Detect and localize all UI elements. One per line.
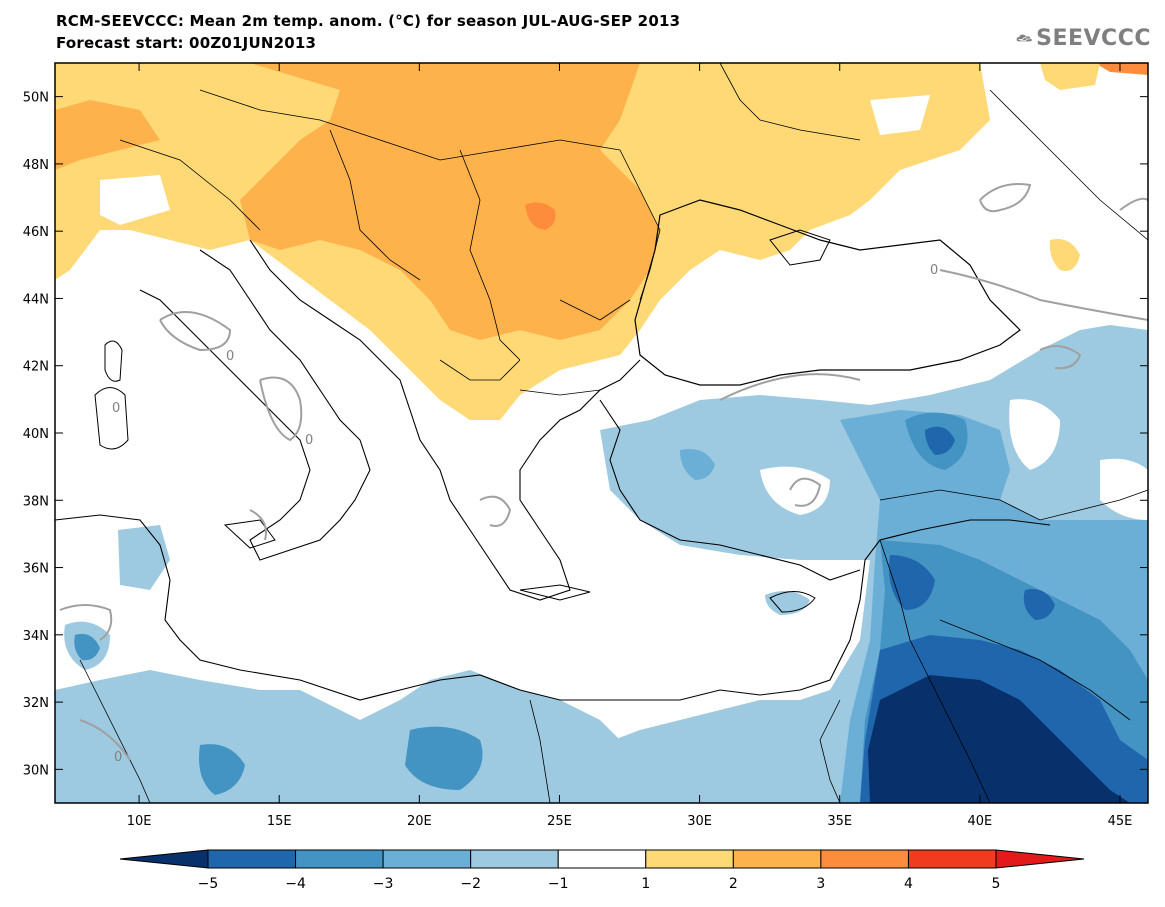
colorbar-label: 5	[992, 876, 1001, 892]
warm-area-3	[55, 100, 160, 170]
cold-area-12	[199, 744, 245, 795]
cold-area-16	[118, 525, 170, 590]
x-tick-label: 35E	[827, 814, 852, 829]
neutral-area-4	[870, 95, 930, 135]
colorbar-label: −1	[548, 876, 569, 892]
x-axis: 10E 15E 20E 25E 30E 35E 40E 45E	[127, 63, 1133, 829]
x-tick-label: 25E	[547, 814, 572, 829]
anatolia-coastline	[599, 399, 861, 581]
cold-area-8	[925, 426, 955, 455]
colorbar-label: 3	[816, 876, 825, 892]
colorbar-box	[820, 849, 909, 869]
anomaly-field	[55, 63, 1148, 803]
neutral-area-1	[1009, 399, 1060, 470]
neutral-area-5	[100, 175, 170, 225]
cold-area-17	[765, 591, 810, 615]
colorbar-label: 2	[729, 876, 738, 892]
y-tick-label: 36N	[23, 562, 49, 577]
black-sea-outline	[634, 199, 1021, 386]
x-tick-label: 10E	[127, 814, 152, 829]
y-tick-label: 48N	[23, 158, 49, 173]
corsica-outline	[104, 340, 123, 382]
colorbar-label: −5	[198, 876, 219, 892]
crete-outline	[519, 584, 591, 601]
x-tick-label: 40E	[967, 814, 992, 829]
colorbar-box	[732, 849, 822, 869]
y-tick-label: 42N	[23, 360, 49, 375]
seevccc-logo: SEEVCCC	[1016, 18, 1151, 58]
cyprus-outline	[769, 591, 816, 613]
warm-area-6	[1049, 239, 1080, 271]
logo-text: SEEVCCC	[1036, 25, 1151, 51]
cold-area-9	[1023, 589, 1055, 620]
colorbar-label: −4	[285, 876, 306, 892]
colorbar-label: −2	[460, 876, 481, 892]
cloud-icon	[1016, 34, 1032, 42]
zero-contours	[59, 183, 1149, 761]
x-tick-label: 45E	[1108, 814, 1133, 829]
cold-area-6	[868, 675, 1130, 803]
cold-area-11	[405, 726, 483, 790]
warm-area-2	[240, 63, 660, 340]
y-tick-label: 34N	[23, 629, 49, 644]
warm-area-4	[525, 202, 556, 230]
colorbar-over-triangle	[995, 849, 1085, 869]
colorbar: −5 −4 −3 −2 −1 1 2 3 4 5	[119, 849, 1085, 892]
colorbar-label: 4	[904, 876, 913, 892]
mediterranean-coastline	[54, 514, 1051, 701]
crimea-outline	[769, 229, 831, 266]
forecast-start-label: Forecast start: 00Z01JUN2013	[56, 34, 317, 52]
balkan-coastline	[249, 239, 641, 601]
colorbar-box	[907, 849, 997, 869]
x-tick-label: 20E	[407, 814, 432, 829]
colorbar-box	[382, 849, 472, 869]
contour-label: 0	[114, 750, 122, 765]
contour-label: 0	[226, 349, 234, 364]
y-tick-label: 40N	[23, 427, 49, 442]
y-tick-label: 30N	[23, 763, 49, 778]
zero-contour-labels: 0 0 0 0 0	[112, 263, 938, 765]
y-axis: 50N 48N 46N 44N 42N 40N 38N 36N 34N 32N 30N	[23, 91, 1148, 778]
italy-coastline	[139, 249, 371, 561]
warm-area-5	[1095, 63, 1148, 75]
contour-label: 0	[305, 433, 313, 448]
colorbar-box	[557, 849, 647, 869]
contour-label: 0	[930, 263, 938, 278]
neutral-area-3	[760, 466, 830, 515]
cold-area-13	[680, 449, 715, 480]
x-tick-label: 15E	[267, 814, 292, 829]
warm-area-7	[1040, 63, 1100, 90]
map-title: RCM-SEEVCCC: Mean 2m temp. anom. (°C) fo…	[56, 12, 681, 30]
y-tick-label: 38N	[23, 494, 49, 509]
sicily-outline	[223, 519, 276, 549]
y-tick-label: 50N	[23, 91, 49, 106]
neutral-area-2	[1100, 458, 1148, 520]
y-tick-label: 44N	[23, 292, 49, 307]
colorbar-under-triangle	[119, 849, 209, 869]
y-tick-label: 46N	[23, 225, 49, 240]
cold-area-10	[889, 555, 935, 610]
colorbar-box	[207, 849, 297, 869]
country-borders	[79, 62, 1149, 804]
colorbar-box	[295, 849, 384, 869]
colorbar-box	[645, 849, 734, 869]
x-tick-label: 30E	[687, 814, 712, 829]
colorbar-box	[470, 849, 559, 869]
cold-area-15	[74, 633, 100, 661]
y-tick-label: 32N	[23, 696, 49, 711]
colorbar-label: −3	[373, 876, 394, 892]
sardinia-outline	[94, 387, 129, 450]
contour-label: 0	[112, 401, 120, 416]
colorbar-label: 1	[641, 876, 650, 892]
